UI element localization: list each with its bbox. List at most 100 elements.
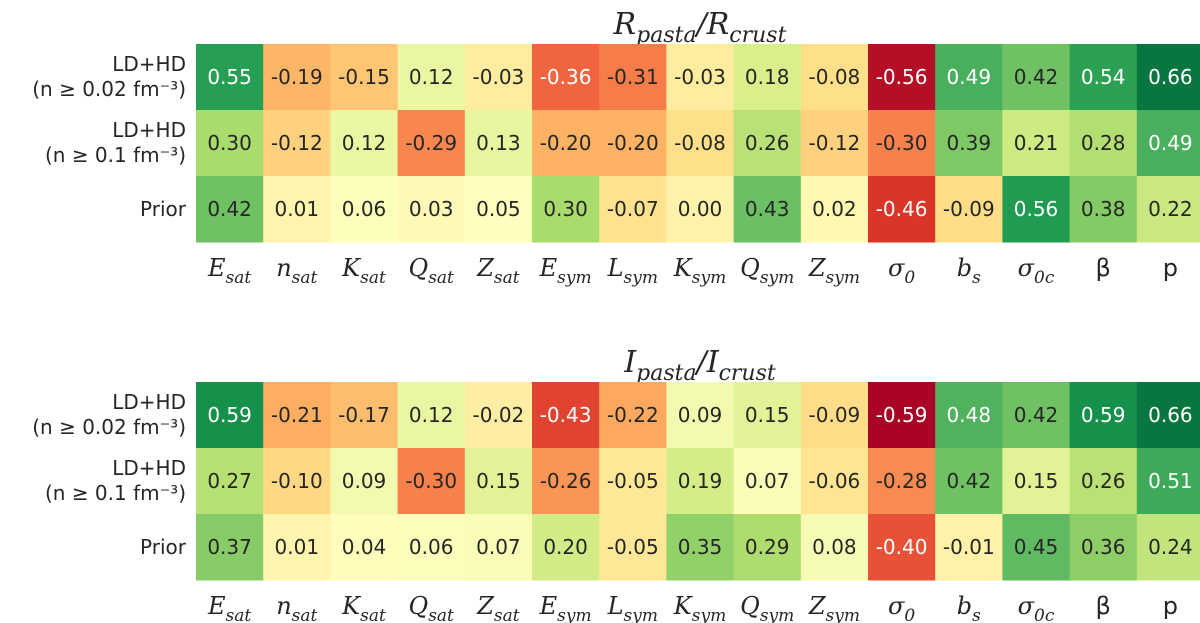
heatmap-cell — [1069, 44, 1138, 111]
heatmap-cell — [397, 448, 466, 515]
panel-title: Ipasta/Icrust — [623, 345, 776, 386]
cell-value-label: 0.66 — [1148, 65, 1193, 89]
cell-value-label: 0.38 — [1081, 197, 1126, 221]
heatmap-cell — [532, 382, 600, 449]
cell-value-label: 0.03 — [409, 197, 454, 221]
cell-value-label: 0.18 — [745, 65, 790, 89]
row-label: LD+HD — [112, 456, 186, 480]
heatmap-cell — [263, 110, 331, 177]
cell-value-label: 0.00 — [678, 197, 723, 221]
column-label: nsat — [276, 254, 317, 288]
heatmap-cell — [330, 448, 399, 515]
cell-value-label: -0.46 — [876, 197, 928, 221]
cell-value-label: 0.15 — [745, 403, 790, 427]
heatmap-cell — [263, 176, 331, 243]
cell-value-label: -0.02 — [473, 403, 525, 427]
heatmap-cell — [263, 448, 331, 515]
heatmap-cell — [935, 382, 1003, 449]
heatmap-cell — [868, 382, 936, 449]
cell-value-label: 0.09 — [678, 403, 723, 427]
heatmap-cell — [599, 448, 667, 515]
row-label-condition: (n ≥ 0.1 fm⁻³) — [45, 143, 186, 167]
cell-value-label: 0.05 — [476, 197, 521, 221]
heatmap-panel-i-pasta: Ipasta/Icrust 0.59 -0.21 -0.17 0.12 -0.02 -0.4… — [32, 345, 1200, 623]
heatmap-cell — [666, 44, 735, 111]
heatmap-cell — [868, 514, 936, 581]
heatmap-cell — [599, 382, 667, 449]
heatmap-cell — [733, 448, 802, 515]
cell-value-label: 0.36 — [1081, 535, 1126, 559]
cell-value-label: 0.51 — [1148, 469, 1193, 493]
cell-value-label: -0.20 — [540, 131, 592, 155]
cell-value-label: -0.26 — [540, 469, 592, 493]
cell-value-label: 0.42 — [1014, 403, 1059, 427]
cell-value-label: -0.20 — [607, 131, 659, 155]
heatmap-cell — [1136, 176, 1200, 243]
cell-value-label: -0.19 — [271, 65, 323, 89]
cell-value-label: -0.43 — [540, 403, 592, 427]
column-label: bs — [957, 254, 981, 288]
heatmap-cell — [464, 176, 533, 243]
cell-value-label: 0.43 — [745, 197, 790, 221]
cell-value-label: 0.08 — [812, 535, 857, 559]
column-label: p — [1163, 592, 1178, 620]
row-label-condition: (n ≥ 0.02 fm⁻³) — [32, 415, 186, 439]
cell-value-label: 0.12 — [342, 131, 387, 155]
cell-value-label: 0.12 — [409, 65, 454, 89]
heatmap-cell — [397, 110, 466, 177]
cell-value-label: 0.09 — [342, 469, 387, 493]
heatmap-cell — [464, 44, 533, 111]
heatmap-cell — [868, 448, 936, 515]
heatmap-cell — [532, 514, 600, 581]
heatmap-cell — [800, 448, 869, 515]
heatmap-cell — [800, 514, 869, 581]
heatmap-cell — [196, 448, 264, 515]
cell-value-label: 0.59 — [1081, 403, 1126, 427]
cell-value-label: 0.59 — [207, 403, 252, 427]
column-label: p — [1163, 254, 1178, 282]
heatmap-cell — [599, 514, 667, 581]
column-label: Qsym — [740, 254, 794, 288]
cell-value-label: -0.08 — [674, 131, 726, 155]
cell-value-label: -0.30 — [876, 131, 928, 155]
column-label: Qsat — [409, 592, 455, 623]
column-label: Lsym — [607, 592, 658, 623]
heatmap-cell — [1002, 110, 1071, 177]
heatmap-cell — [464, 382, 533, 449]
column-label: Zsat — [476, 592, 520, 623]
heatmap-cell — [196, 382, 264, 449]
heatmap-cell — [868, 176, 936, 243]
cell-value-label: 0.66 — [1148, 403, 1193, 427]
column-label: σ0 — [888, 254, 915, 288]
cell-value-label: 0.42 — [947, 469, 992, 493]
cell-value-label: 0.13 — [476, 131, 521, 155]
cell-value-label: 0.54 — [1081, 65, 1126, 89]
cell-value-label: 0.01 — [275, 535, 320, 559]
column-label: Ksat — [341, 254, 386, 288]
heatmap-cell — [263, 382, 331, 449]
heatmap-cell — [330, 176, 399, 243]
heatmap-cell — [464, 448, 533, 515]
cell-value-label: 0.49 — [1148, 131, 1193, 155]
column-label: Zsym — [808, 254, 860, 288]
heatmap-cell — [599, 44, 667, 111]
column-label: bs — [957, 592, 981, 623]
heatmap-cell — [532, 176, 600, 243]
heatmap-cell — [397, 514, 466, 581]
heatmap-cell — [800, 382, 869, 449]
heatmap-cell — [666, 110, 735, 177]
cell-value-label: 0.15 — [476, 469, 521, 493]
cell-value-label: -0.17 — [338, 403, 390, 427]
heatmap-cell — [1069, 448, 1138, 515]
heatmap-cell — [666, 514, 735, 581]
cell-value-label: 0.07 — [476, 535, 521, 559]
cell-value-label: -0.07 — [607, 197, 659, 221]
heatmap-cell — [935, 448, 1003, 515]
heatmap-cell — [935, 44, 1003, 111]
heatmap-cell — [733, 514, 802, 581]
column-label: Esym — [539, 592, 592, 623]
column-label: Ksat — [341, 592, 386, 623]
heatmap-cell — [330, 44, 399, 111]
column-label: Ksym — [673, 254, 726, 288]
heatmap-cell — [666, 448, 735, 515]
